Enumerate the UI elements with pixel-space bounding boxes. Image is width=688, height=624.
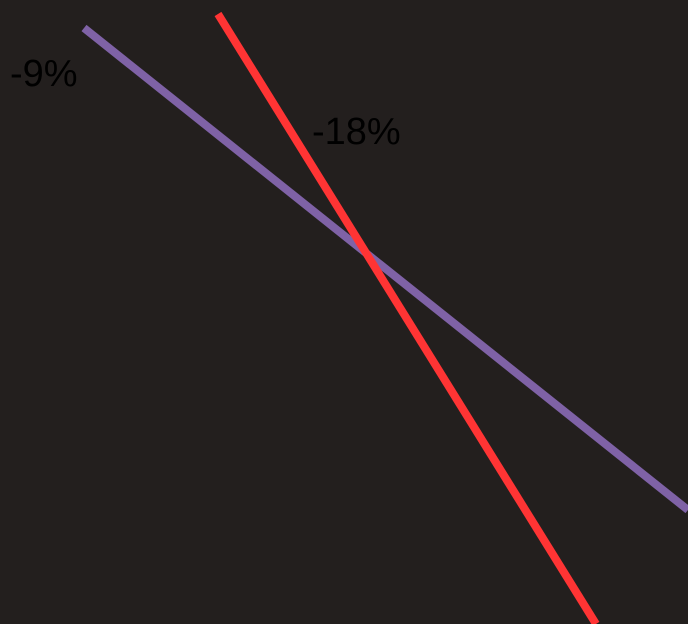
data-label-minus-18: -18% [312, 111, 401, 153]
series-line-minus-18 [214, 11, 600, 624]
series-line-minus-9 [81, 24, 688, 514]
data-label-minus-9: -9% [10, 53, 78, 95]
